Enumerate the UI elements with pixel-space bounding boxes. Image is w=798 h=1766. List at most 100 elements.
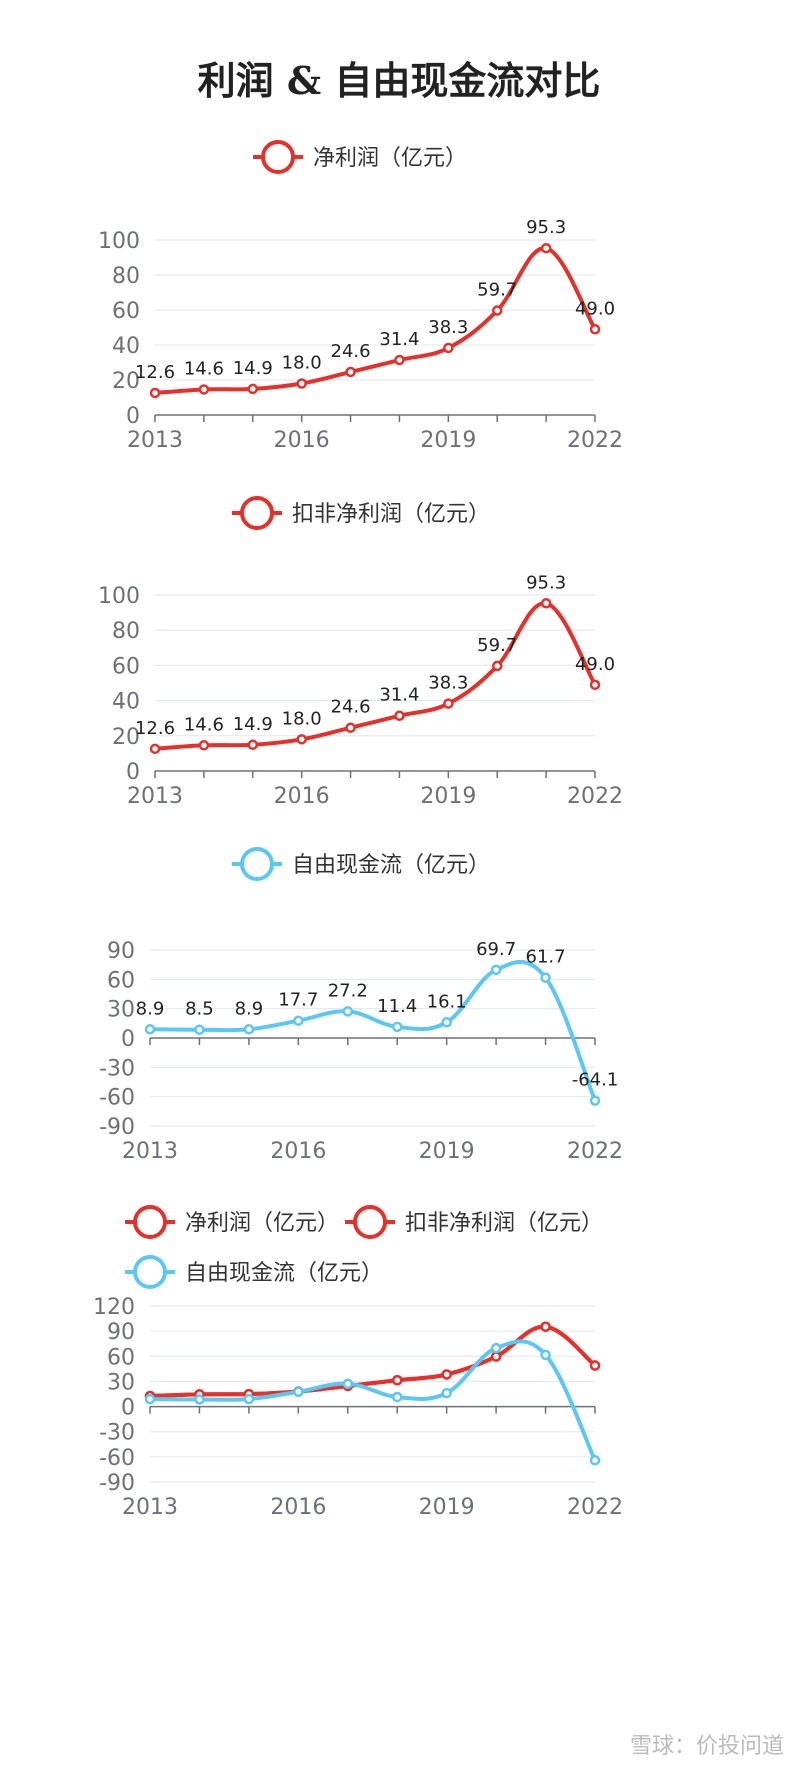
data-point xyxy=(296,378,307,389)
data-point xyxy=(149,743,161,755)
data-label: 11.4 xyxy=(377,996,417,1017)
y-tick-label: 30 xyxy=(107,998,135,1023)
data-label: 95.3 xyxy=(526,217,566,238)
x-tick-label: 2019 xyxy=(420,784,476,809)
y-tick-label: 100 xyxy=(98,584,140,609)
watermark: 雪球：价投问道 xyxy=(629,1734,784,1759)
deducted-net-profit-chart: 扣非净利润（亿元） 0 20 40 60 80 100 2013 2016 2019 2022 12.… xyxy=(98,496,623,809)
legend-label: 净利润（亿元） xyxy=(313,146,467,171)
data-label: 18.0 xyxy=(282,353,322,374)
y-tick-label: 20 xyxy=(112,725,140,750)
y-tick-label: -90 xyxy=(99,1471,135,1496)
data-point xyxy=(391,1021,403,1033)
y-tick-label: 80 xyxy=(112,264,140,289)
data-point xyxy=(391,1391,403,1403)
y-tick-label: 0 xyxy=(126,404,140,429)
data-label: 12.6 xyxy=(135,362,175,383)
x-tick-label: 2016 xyxy=(270,1139,326,1164)
data-label: 8.9 xyxy=(235,998,264,1019)
data-label: 95.3 xyxy=(526,572,566,593)
data-point xyxy=(491,660,503,672)
data-label: 14.6 xyxy=(184,358,224,379)
data-label: 24.6 xyxy=(331,341,371,362)
data-point xyxy=(490,964,502,976)
data-point xyxy=(441,1369,452,1380)
x-tick-label: 2016 xyxy=(274,428,330,453)
data-point xyxy=(198,740,210,751)
legend-item: 净利润（亿元） xyxy=(125,1205,339,1239)
data-label: 14.6 xyxy=(184,714,224,735)
data-point xyxy=(589,1095,601,1106)
legend-marker-icon xyxy=(133,1255,167,1289)
data-point xyxy=(293,1015,304,1026)
data-point xyxy=(243,1393,255,1405)
data-point xyxy=(540,598,552,609)
data-point xyxy=(540,1349,551,1361)
data-point xyxy=(194,1024,205,1035)
data-label: -64.1 xyxy=(572,1070,619,1091)
y-tick-label: 40 xyxy=(112,690,140,715)
data-label: 12.6 xyxy=(135,718,175,739)
legend-marker-icon xyxy=(240,496,274,530)
legend-label: 扣非净利润（亿元） xyxy=(292,502,490,527)
data-label: 31.4 xyxy=(379,329,419,350)
net-profit-chart: 净利润（亿元） 0 20 40 60 80 100 2013 2016 2019 2022 12.6 1… xyxy=(98,140,623,453)
x-tick-label: 2016 xyxy=(270,1495,326,1520)
data-point xyxy=(144,1393,156,1405)
data-point xyxy=(441,1387,452,1399)
y-tick-label: 0 xyxy=(126,760,140,785)
data-point xyxy=(443,342,454,354)
data-point xyxy=(144,1024,156,1035)
x-tick-label: 2022 xyxy=(567,1495,623,1520)
data-point xyxy=(345,722,356,733)
data-label: 24.6 xyxy=(331,697,371,718)
y-tick-label: 80 xyxy=(112,619,140,644)
data-point xyxy=(149,387,161,399)
y-tick-label: -30 xyxy=(99,1056,135,1081)
data-point xyxy=(342,1378,354,1390)
page-title: 利润 & 自由现金流对比 xyxy=(197,58,601,103)
y-tick-label: -60 xyxy=(99,1086,135,1111)
y-tick-label: 40 xyxy=(112,334,140,359)
data-point xyxy=(540,1321,551,1332)
data-label: 8.5 xyxy=(185,999,214,1020)
data-label: 49.0 xyxy=(575,654,615,675)
x-tick-label: 2016 xyxy=(274,784,330,809)
data-label: 27.2 xyxy=(328,980,368,1001)
legend-label: 净利润（亿元） xyxy=(185,1211,339,1236)
legend-marker-icon xyxy=(133,1205,167,1239)
comparison-chart: 净利润（亿元） 扣非净利润（亿元） 自由现金流（亿元） -90-60-30030609… xyxy=(93,1205,623,1520)
y-tick-label: -30 xyxy=(99,1421,135,1446)
x-tick-label: 2019 xyxy=(419,1495,475,1520)
y-tick-label: 90 xyxy=(107,1320,135,1345)
y-tick-label: 120 xyxy=(93,1295,135,1320)
series-line xyxy=(154,246,597,395)
data-label: 49.0 xyxy=(575,298,615,319)
series-line xyxy=(149,960,597,1102)
y-tick-label: 0 xyxy=(121,1027,135,1052)
data-label: 59.7 xyxy=(477,280,517,301)
y-tick-label: 60 xyxy=(112,654,140,679)
data-point xyxy=(589,324,601,335)
data-label: 18.0 xyxy=(282,708,322,729)
x-tick-label: 2013 xyxy=(122,1495,178,1520)
data-point xyxy=(490,1351,502,1362)
data-label: 38.3 xyxy=(428,317,468,338)
x-tick-label: 2022 xyxy=(567,428,623,453)
x-tick-label: 2019 xyxy=(419,1139,475,1164)
data-point xyxy=(247,739,259,751)
y-tick-label: 60 xyxy=(107,1345,135,1370)
data-point xyxy=(296,734,307,745)
legend-item: 扣非净利润（亿元） xyxy=(345,1205,603,1239)
legend-label: 自由现金流（亿元） xyxy=(185,1261,383,1286)
x-tick-label: 2013 xyxy=(127,428,183,453)
x-tick-label: 2013 xyxy=(122,1139,178,1164)
data-point xyxy=(247,383,259,395)
data-label: 14.9 xyxy=(233,358,273,379)
data-label: 17.7 xyxy=(278,990,318,1011)
y-tick-label: -90 xyxy=(99,1115,135,1140)
x-tick-label: 2019 xyxy=(420,428,476,453)
data-point xyxy=(589,679,601,691)
data-point xyxy=(589,1360,601,1371)
data-point xyxy=(490,1342,502,1354)
